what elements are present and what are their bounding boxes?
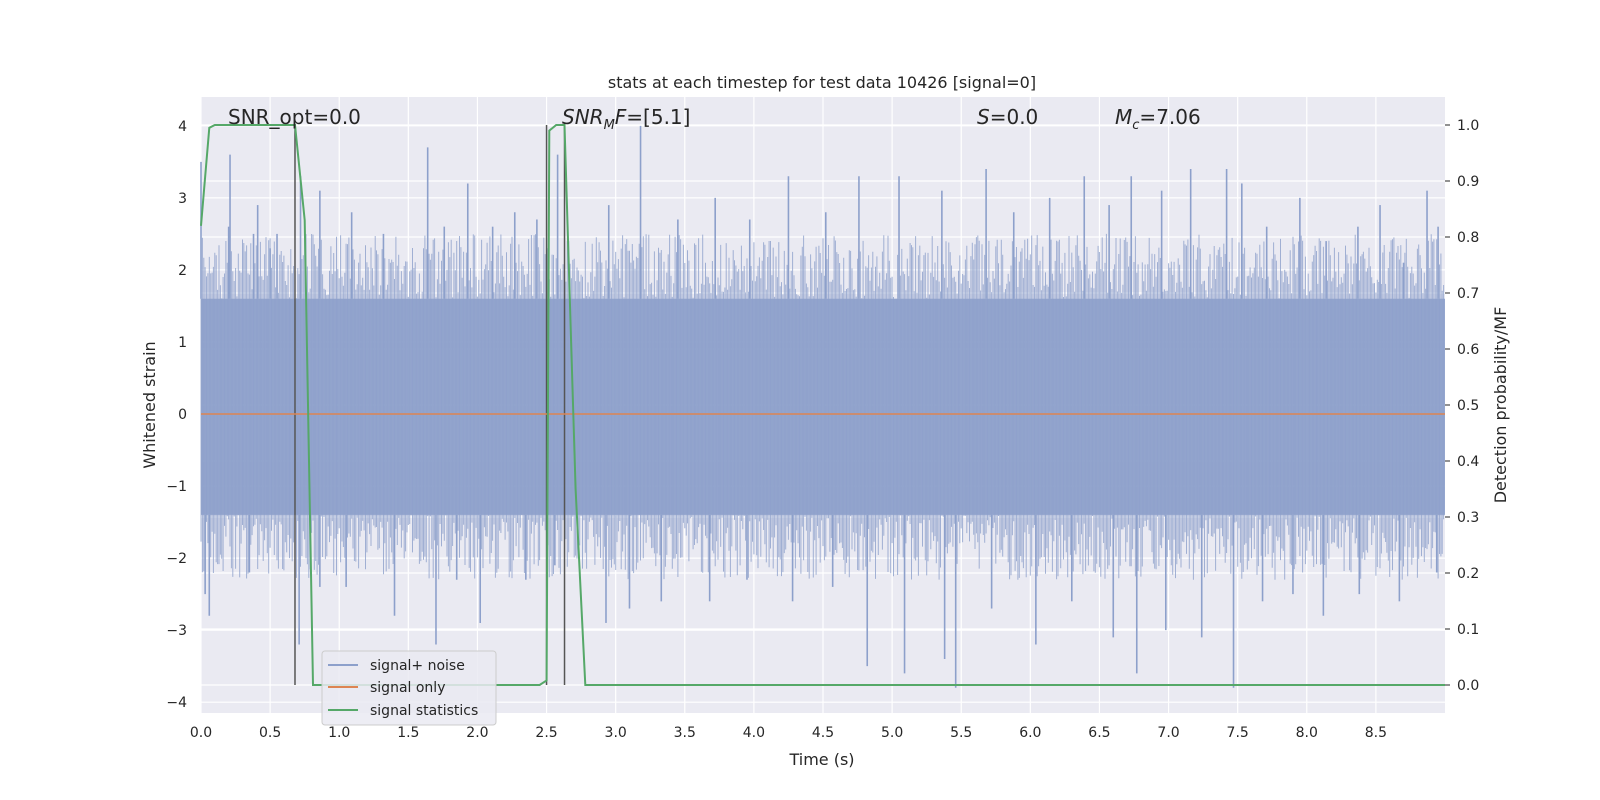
y2-tick-label: 0.3 xyxy=(1457,510,1479,526)
x-tick-label: 6.0 xyxy=(1019,725,1041,741)
x-tick-label: 8.0 xyxy=(1296,725,1318,741)
x-tick-label: 5.0 xyxy=(881,725,903,741)
y-tick-label: 2 xyxy=(178,263,187,279)
y-tick-label: −2 xyxy=(166,551,187,567)
x-tick-label: 6.5 xyxy=(1088,725,1110,741)
x-tick-label: 7.5 xyxy=(1227,725,1249,741)
y2-axis-label: Detection probability/MF xyxy=(1491,307,1510,504)
y-tick-label: 1 xyxy=(178,335,187,351)
y2-tick-label: 0.0 xyxy=(1457,678,1479,694)
series-lines xyxy=(200,124,1445,686)
y2-tick-label: 0.6 xyxy=(1457,342,1479,358)
x-tick-label: 0.0 xyxy=(190,725,212,741)
y2-tick-label: 0.8 xyxy=(1457,230,1479,246)
x-tick-label: 2.5 xyxy=(535,725,557,741)
x-tick-label: 3.5 xyxy=(674,725,696,741)
x-tick-label: 1.0 xyxy=(328,725,350,741)
x-tick-label: 3.0 xyxy=(605,725,627,741)
y-tick-label: 0 xyxy=(178,407,187,423)
x-axis: 0.0 0.5 1.0 1.5 2.0 2.5 3.0 3.5 4.0 4.5 5.0 5.5 6.0 6… xyxy=(190,725,1387,741)
y-tick-label: −4 xyxy=(166,695,187,711)
y2-tick-label: 0.2 xyxy=(1457,566,1479,582)
noise-fluctuations xyxy=(200,233,1445,580)
y2-tick-label: 0.7 xyxy=(1457,286,1479,302)
legend: signal+ noise signal only signal statist… xyxy=(321,650,497,726)
x-tick-label: 2.0 xyxy=(466,725,488,741)
x-tick-label: 7.0 xyxy=(1157,725,1179,741)
y-tick-label: −1 xyxy=(166,479,187,495)
legend-label-signal-only: signal only xyxy=(370,680,445,696)
x-axis-label: Time (s) xyxy=(788,750,854,769)
annotation-mc: Mc=7.06 xyxy=(1115,105,1201,133)
annotation-snr-mf: SNRMF=[5.1] xyxy=(562,105,690,133)
y2-tick-label: 0.1 xyxy=(1457,622,1479,638)
legend-label-signal-statistics: signal statistics xyxy=(370,703,478,719)
chart-title: stats at each timestep for test data 104… xyxy=(608,73,1036,92)
y2-tick-label: 0.4 xyxy=(1457,454,1479,470)
noise-series xyxy=(200,125,1445,688)
x-tick-label: 0.5 xyxy=(259,725,281,741)
y-axis-right: 1.0 0.9 0.8 0.7 0.6 0.5 0.4 0.3 0.2 0.1 0.0 xyxy=(1445,118,1479,694)
y-tick-label: −3 xyxy=(166,623,187,639)
y-tick-label: 3 xyxy=(178,191,187,207)
annotation-s: S=0.0 xyxy=(977,105,1038,129)
y2-tick-label: 0.5 xyxy=(1457,398,1479,414)
x-tick-label: 4.5 xyxy=(812,725,834,741)
x-tick-label: 5.5 xyxy=(950,725,972,741)
x-tick-label: 8.5 xyxy=(1365,725,1387,741)
y2-tick-label: 0.9 xyxy=(1457,174,1479,190)
y-axis-left: 4 3 2 1 0 −1 −2 −3 −4 xyxy=(166,119,187,711)
x-tick-label: 1.5 xyxy=(397,725,419,741)
legend-box xyxy=(321,650,497,726)
annotation-snr-opt: SNR_opt=0.0 xyxy=(228,105,361,129)
legend-label-signal-noise: signal+ noise xyxy=(370,658,465,674)
x-tick-label: 4.0 xyxy=(743,725,765,741)
y-axis-label: Whitened strain xyxy=(140,341,159,468)
signal-statistics-line xyxy=(200,124,1445,686)
y2-tick-label: 1.0 xyxy=(1457,118,1479,134)
y-tick-label: 4 xyxy=(178,119,187,135)
